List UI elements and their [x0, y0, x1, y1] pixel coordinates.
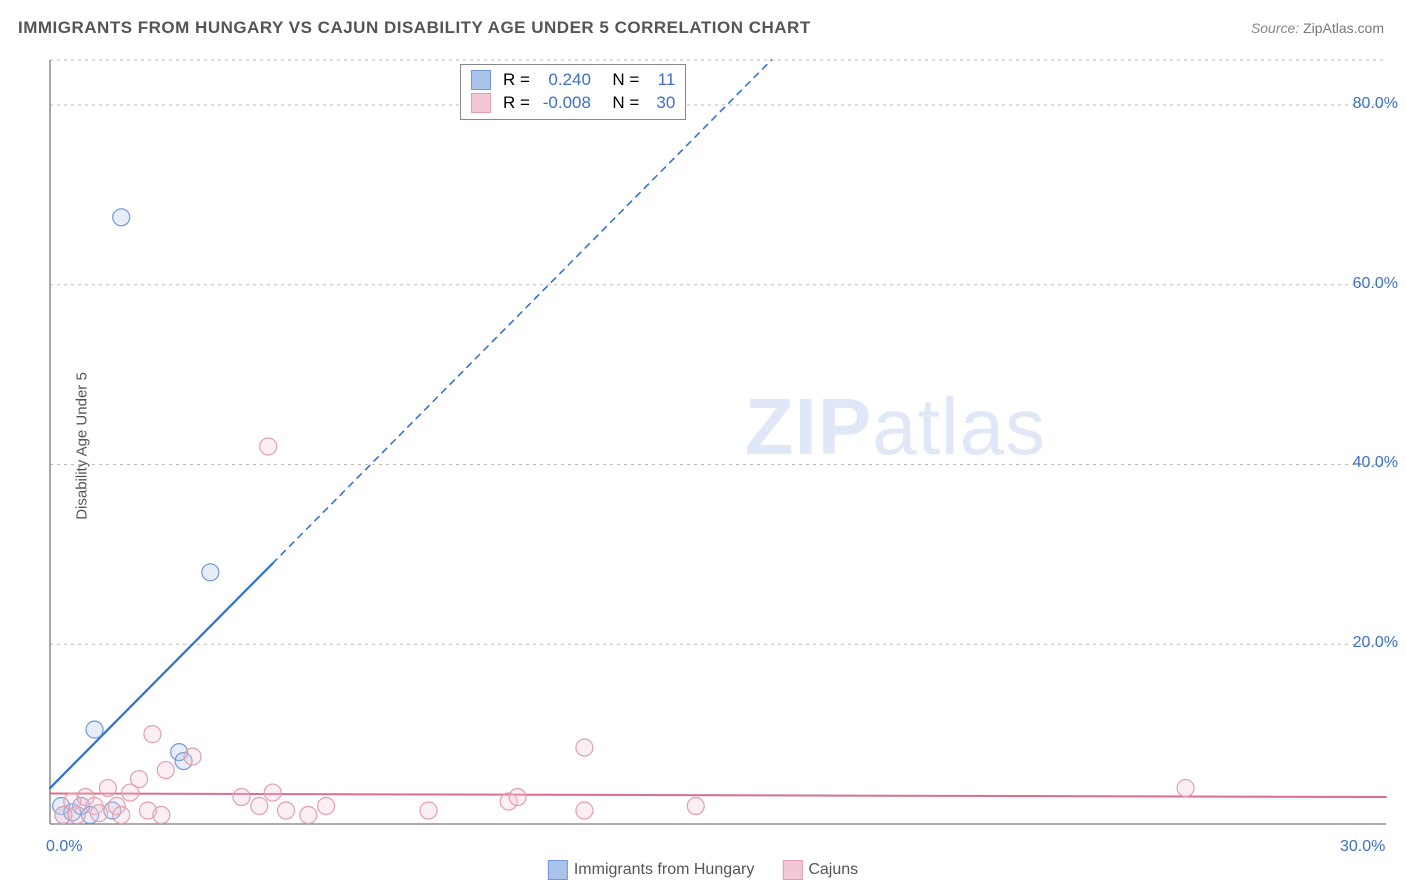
legend-item: Immigrants from Hungary — [548, 860, 755, 880]
scatter-chart — [0, 0, 1406, 892]
legend-swatch — [471, 93, 491, 113]
stats-row: R =-0.008 N =30 — [471, 92, 675, 115]
legend-swatch — [782, 860, 802, 880]
x-tick-min: 0.0% — [46, 838, 82, 856]
r-value: -0.008 — [536, 92, 591, 115]
correlation-stats-box: R =0.240 N =11R =-0.008 N =30 — [460, 64, 686, 120]
stats-row: R =0.240 N =11 — [471, 69, 675, 92]
legend-swatch — [548, 860, 568, 880]
y-tick-label: 40.0% — [1353, 454, 1398, 472]
x-tick-max: 30.0% — [1340, 838, 1385, 856]
n-value: 11 — [645, 69, 675, 92]
y-tick-label: 20.0% — [1353, 634, 1398, 652]
y-tick-label: 60.0% — [1353, 275, 1398, 293]
legend-item: Cajuns — [782, 860, 858, 880]
n-value: 30 — [645, 92, 675, 115]
y-tick-label: 80.0% — [1353, 95, 1398, 113]
legend-label: Cajuns — [808, 861, 858, 878]
legend-label: Immigrants from Hungary — [574, 861, 755, 878]
chart-legend: Immigrants from Hungary Cajuns — [548, 860, 858, 880]
r-value: 0.240 — [536, 69, 591, 92]
legend-swatch — [471, 70, 491, 90]
